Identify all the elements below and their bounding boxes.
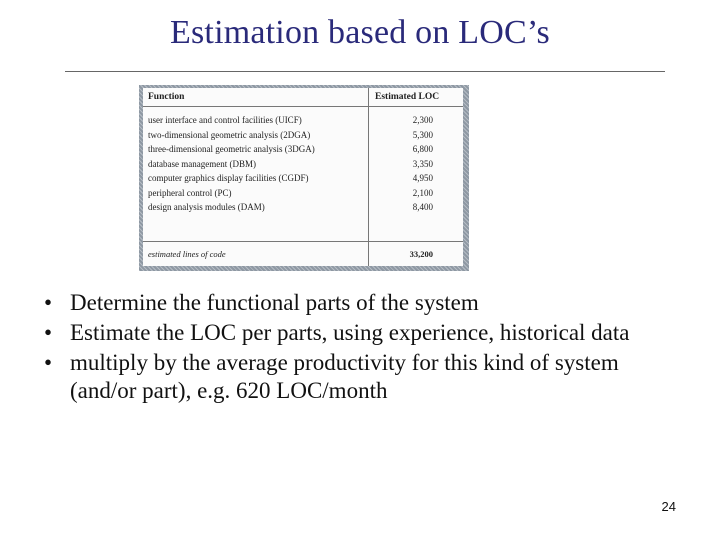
function-header: Function [143, 88, 368, 107]
loc-column: Estimated LOC 2,300 5,300 6,800 3,350 4,… [369, 88, 463, 266]
function-cell: two-dimensional geometric analysis (2DGA… [148, 129, 311, 140]
function-cell: user interface and control facilities (U… [148, 115, 302, 125]
total-value: 33,200 [369, 241, 463, 266]
loc-cell: 5,300 [412, 129, 433, 140]
function-column: Function user interface and control faci… [143, 88, 369, 266]
title-divider [65, 71, 665, 72]
function-cell: design analysis modules (DAM) [148, 202, 265, 212]
loc-table: Function user interface and control faci… [143, 88, 463, 266]
bullet-item: • Estimate the LOC per parts, using exper… [44, 320, 630, 345]
bullet-item: • Determine the functional parts of the s… [44, 290, 479, 315]
bullet-text: Estimate the LOC per parts, using experi… [70, 320, 630, 345]
function-cell: database management (DBM) [148, 158, 256, 169]
loc-cell: 2,300 [412, 115, 433, 125]
loc-header: Estimated LOC [369, 88, 463, 107]
loc-cell: 8,400 [412, 202, 433, 212]
page-number: 24 [661, 499, 676, 514]
function-cell: peripheral control (PC) [148, 187, 232, 198]
loc-cell: 6,800 [412, 144, 433, 154]
slide-title: Estimation based on LOC’s [170, 14, 550, 51]
loc-table-image: Function user interface and control faci… [139, 85, 469, 271]
loc-cell: 3,350 [412, 158, 433, 169]
bullet-item: • multiply by the average productivity fo… [44, 350, 619, 403]
bullet-list: • Determine the functional parts of the s… [40, 289, 680, 407]
loc-cell: 4,950 [412, 173, 433, 183]
total-label: estimated lines of code [143, 241, 368, 266]
bullet-text: multiply by the average productivity for… [70, 350, 619, 403]
function-cell: computer graphics display facilities (CG… [148, 173, 309, 183]
loc-cell: 2,100 [412, 187, 433, 198]
function-cell: three-dimensional geometric analysis (3D… [148, 144, 315, 154]
bullet-text: Determine the functional parts of the sy… [70, 290, 479, 315]
